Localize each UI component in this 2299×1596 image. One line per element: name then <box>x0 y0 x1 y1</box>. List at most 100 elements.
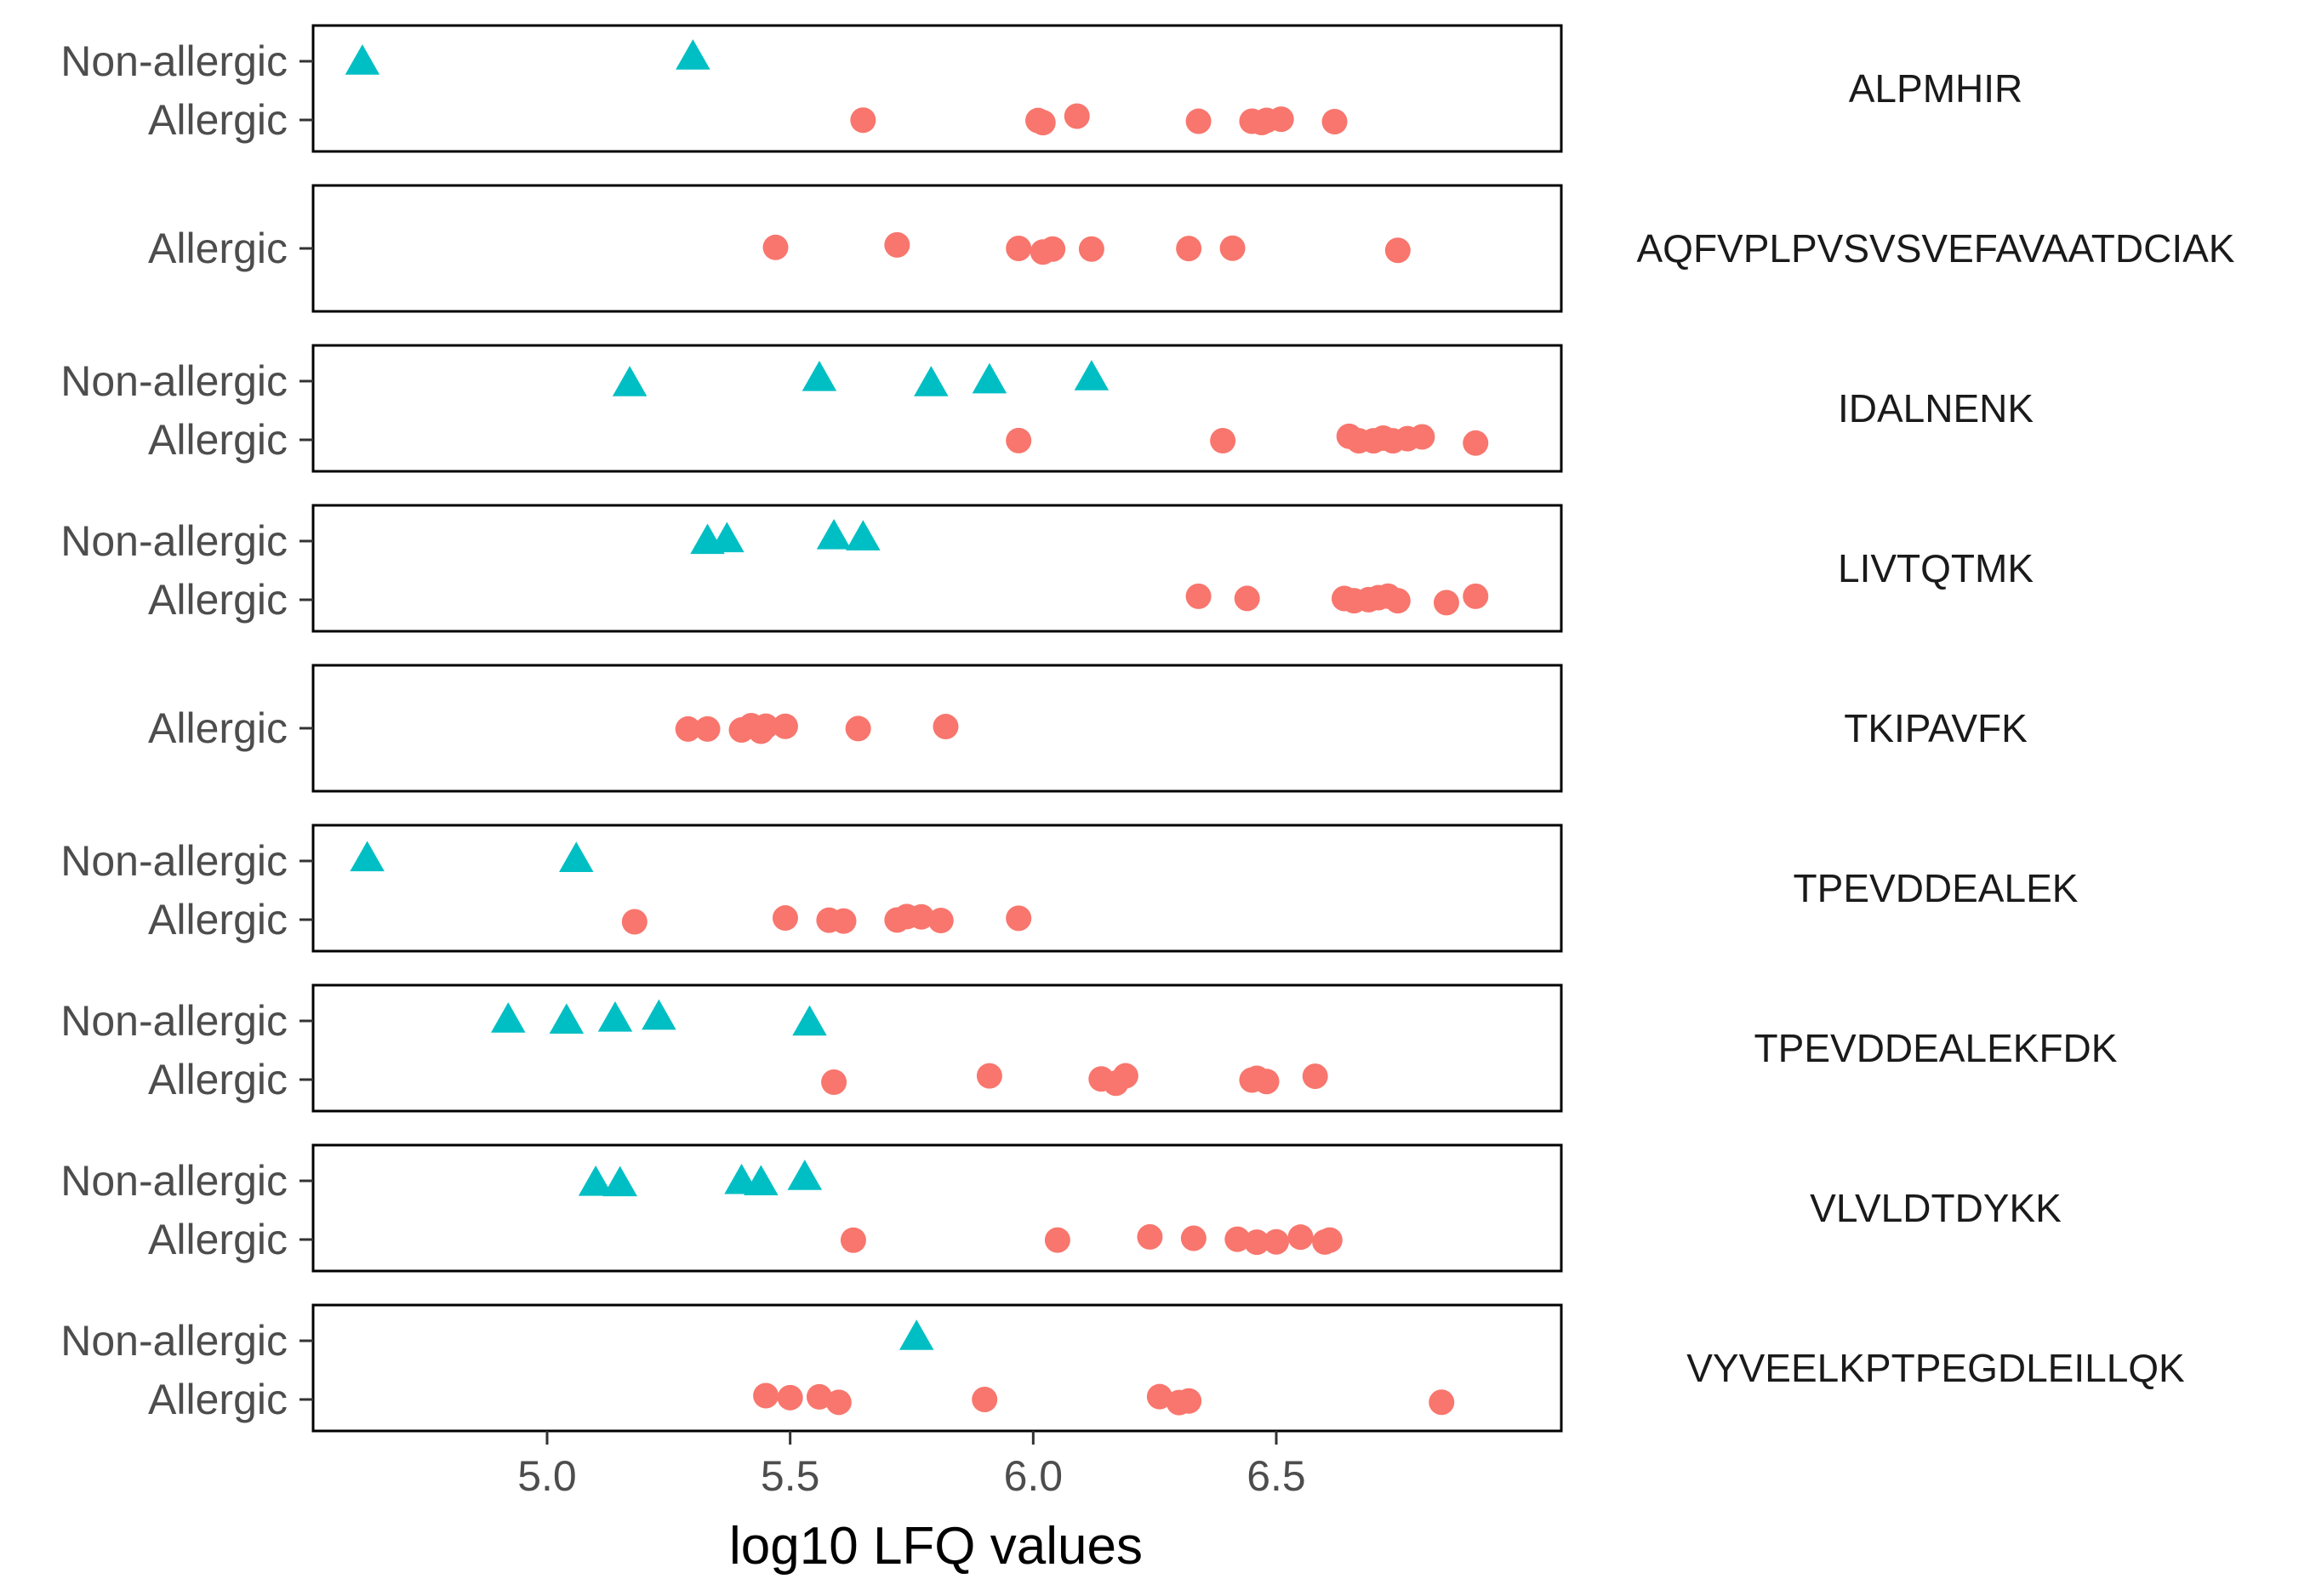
data-point-allergic <box>1044 1227 1070 1253</box>
panel-vlvldtdykk: Non-allergic Allergic VLVLDTDYKK <box>60 1143 2062 1273</box>
y-tick-label-allergic: Allergic <box>148 576 288 624</box>
data-point-allergic <box>1264 1228 1289 1255</box>
data-point-allergic <box>1180 1225 1207 1251</box>
data-point-allergic <box>753 713 779 739</box>
data-point-allergic <box>1176 1388 1202 1414</box>
panel-tpevddealekfdk: Non-allergic Allergic TPEVDDEALEKFDK <box>60 983 2118 1113</box>
data-point-non-allergic <box>787 1160 823 1190</box>
x-tick-label: 6.5 <box>1246 1452 1306 1500</box>
data-point-non-allergic <box>491 1002 526 1033</box>
panel-idalnenk: Non-allergic Allergic IDALNENK <box>60 344 2034 473</box>
data-point-allergic <box>1253 1069 1280 1095</box>
data-point-allergic <box>772 713 798 739</box>
data-point-allergic <box>675 715 701 742</box>
data-point-allergic <box>1234 585 1260 612</box>
data-point-allergic <box>1268 106 1294 133</box>
data-point-allergic <box>1185 108 1212 134</box>
y-tick-label-allergic: Allergic <box>148 96 288 144</box>
data-point-non-allergic <box>846 520 881 550</box>
data-point-non-allergic <box>802 361 837 391</box>
y-tick-label-allergic: Allergic <box>148 416 288 464</box>
data-point-non-allergic <box>972 362 1007 394</box>
y-tick-label-non-allergic: Non-allergic <box>60 997 288 1045</box>
data-point-allergic <box>1316 1227 1343 1253</box>
data-point-non-allergic <box>710 522 744 553</box>
data-point-allergic <box>840 1227 866 1253</box>
data-point-allergic <box>1433 590 1459 616</box>
data-point-allergic <box>1463 430 1489 456</box>
data-point-allergic <box>825 1389 852 1416</box>
y-tick-label-non-allergic: Non-allergic <box>60 1317 288 1365</box>
facet-label: AQFVPLPVSVSVEFAVAATDCIAK <box>1636 226 2234 271</box>
data-point-allergic <box>1040 236 1066 262</box>
data-point-allergic <box>1224 1226 1251 1252</box>
data-point-allergic <box>1384 588 1411 614</box>
facet-label: ALPMHIR <box>1849 66 2022 111</box>
data-point-allergic <box>927 908 954 934</box>
data-point-non-allergic <box>898 1320 934 1350</box>
panel-border <box>311 1143 1563 1273</box>
y-tick-label-allergic: Allergic <box>148 1216 288 1263</box>
data-point-allergic <box>1176 236 1202 262</box>
data-point-allergic <box>806 1383 832 1410</box>
data-point-allergic <box>1006 427 1032 453</box>
data-point-allergic <box>1064 103 1090 129</box>
y-tick-label-non-allergic: Non-allergic <box>60 1157 288 1205</box>
facet-label: IDALNENK <box>1838 386 2034 430</box>
panel-border <box>311 24 1563 153</box>
data-point-allergic <box>908 903 934 930</box>
data-point-allergic <box>1384 237 1411 264</box>
y-tick-label-allergic: Allergic <box>148 1056 288 1103</box>
data-point-allergic <box>1302 1063 1328 1090</box>
panels-layer: Non-allergic Allergic ALPMHIR Allergic AQFVP… <box>60 24 2235 1433</box>
data-point-allergic <box>1146 1383 1172 1410</box>
panel-border <box>311 1303 1563 1433</box>
data-point-allergic <box>1409 424 1435 450</box>
data-point-allergic <box>845 715 871 742</box>
panel-tpevddealek: Non-allergic Allergic TPEVDDEALEK <box>60 824 2079 953</box>
panel-alpmhir: Non-allergic Allergic ALPMHIR <box>60 24 2022 153</box>
data-point-allergic <box>821 1069 847 1096</box>
data-point-allergic <box>1112 1063 1138 1089</box>
y-tick-label-allergic: Allergic <box>148 704 288 752</box>
facet-label: TPEVDDEALEK <box>1794 866 2079 910</box>
data-point-non-allergic <box>559 841 594 872</box>
panel-border <box>311 824 1563 953</box>
data-point-allergic <box>972 1386 998 1412</box>
panel-border <box>311 344 1563 473</box>
data-point-allergic <box>850 107 876 134</box>
y-tick-label-non-allergic: Non-allergic <box>60 357 288 405</box>
x-axis: 5.0 5.5 6.0 6.5 <box>517 1431 1306 1500</box>
data-point-allergic <box>1210 428 1236 454</box>
data-point-allergic <box>933 714 959 740</box>
data-point-non-allergic <box>1074 360 1110 390</box>
data-point-non-allergic <box>676 39 710 70</box>
data-point-allergic <box>621 909 647 935</box>
data-point-allergic <box>830 908 857 934</box>
y-tick-label-non-allergic: Non-allergic <box>60 837 288 885</box>
data-point-allergic <box>1185 583 1212 609</box>
facet-label: VLVLDTDYKK <box>1810 1186 2062 1230</box>
y-tick-label-non-allergic: Non-allergic <box>60 37 288 85</box>
data-point-allergic <box>1219 235 1246 261</box>
data-point-non-allergic <box>578 1165 613 1196</box>
x-axis-title: log10 LFQ values <box>729 1517 1143 1576</box>
panel-border <box>311 184 1563 313</box>
panel-vyveelkptpegdleillqk: Non-allergic Allergic VYVEELKPTPEGDLEILLQK <box>60 1303 2185 1433</box>
data-point-non-allergic <box>549 1003 585 1035</box>
data-point-non-allergic <box>602 1166 637 1197</box>
data-point-allergic <box>753 1382 779 1409</box>
data-point-allergic <box>777 1384 803 1411</box>
x-tick-label: 5.5 <box>761 1452 820 1500</box>
data-point-non-allergic <box>816 518 852 550</box>
data-point-allergic <box>1321 108 1348 134</box>
y-tick-label-allergic: Allergic <box>148 1376 288 1423</box>
data-point-allergic <box>762 234 789 260</box>
panel-livtqtmk: Non-allergic Allergic LIVTQTMK <box>60 504 2034 633</box>
facet-label: TPEVDDEALEKFDK <box>1754 1026 2118 1070</box>
data-point-allergic <box>1463 583 1489 609</box>
data-point-non-allergic <box>612 366 647 396</box>
data-point-non-allergic <box>744 1165 779 1195</box>
data-point-non-allergic <box>350 841 385 872</box>
